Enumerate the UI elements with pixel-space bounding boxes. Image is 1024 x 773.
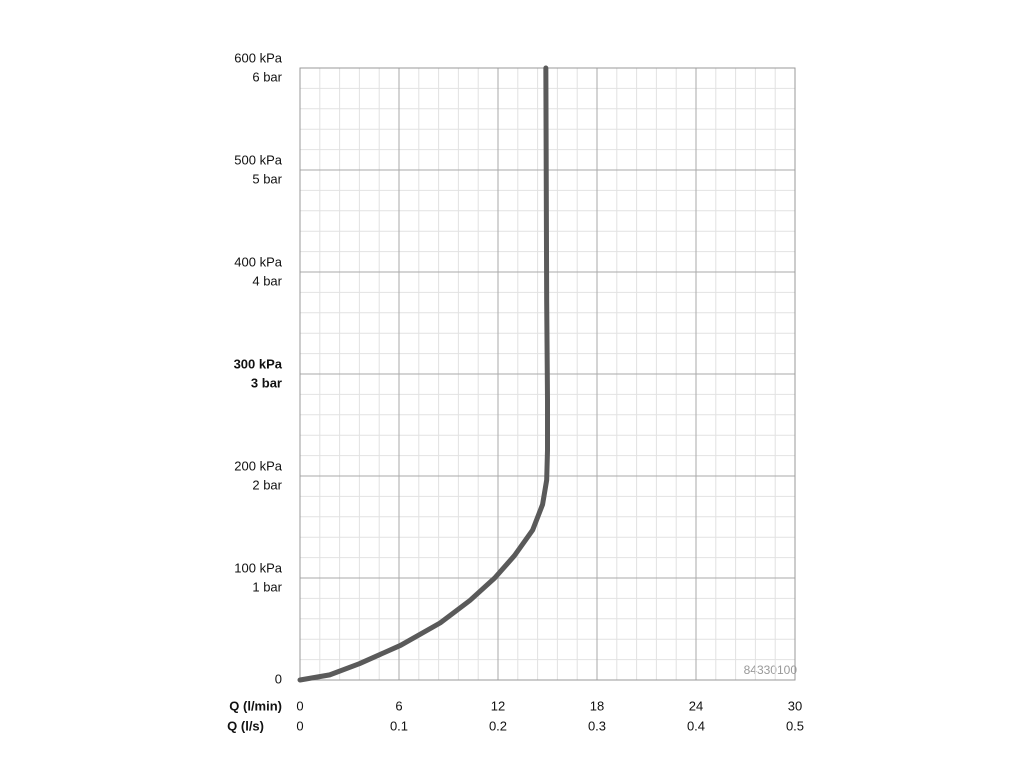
y-tick-label: 200 kPa — [234, 458, 282, 473]
y2-tick-label: 1 bar — [252, 579, 282, 594]
x-tick-label: 18 — [590, 698, 604, 713]
x2-tick-label: 0.4 — [687, 718, 705, 733]
y-tick-label: 0 — [275, 671, 282, 686]
y2-tick-label: 6 bar — [252, 69, 282, 84]
x-tick-label: 30 — [788, 698, 802, 713]
x2-tick-label: 0.5 — [786, 718, 804, 733]
y-tick-label: 100 kPa — [234, 560, 282, 575]
y2-tick-label: 4 bar — [252, 273, 282, 288]
y-tick-label: 300 kPa — [234, 356, 283, 371]
y2-tick-label: 5 bar — [252, 171, 282, 186]
x-tick-label: 6 — [395, 698, 402, 713]
x-axis-label: Q (l/min) — [229, 698, 282, 713]
y-tick-label: 400 kPa — [234, 254, 282, 269]
flow-curve — [297, 65, 550, 683]
x2-axis-label: Q (l/s) — [227, 718, 264, 733]
y2-tick-label: 2 bar — [252, 477, 282, 492]
y-tick-label: 500 kPa — [234, 152, 282, 167]
x2-tick-label: 0.3 — [588, 718, 606, 733]
x-tick-label: 0 — [296, 698, 303, 713]
watermark: 84330100 — [744, 663, 798, 677]
y2-tick-label: 3 bar — [251, 375, 282, 390]
x-tick-label: 12 — [491, 698, 505, 713]
x2-tick-label: 0 — [296, 718, 303, 733]
x2-tick-label: 0.1 — [390, 718, 408, 733]
x2-tick-label: 0.2 — [489, 718, 507, 733]
y-tick-label: 600 kPa — [234, 50, 282, 65]
x-tick-label: 24 — [689, 698, 703, 713]
